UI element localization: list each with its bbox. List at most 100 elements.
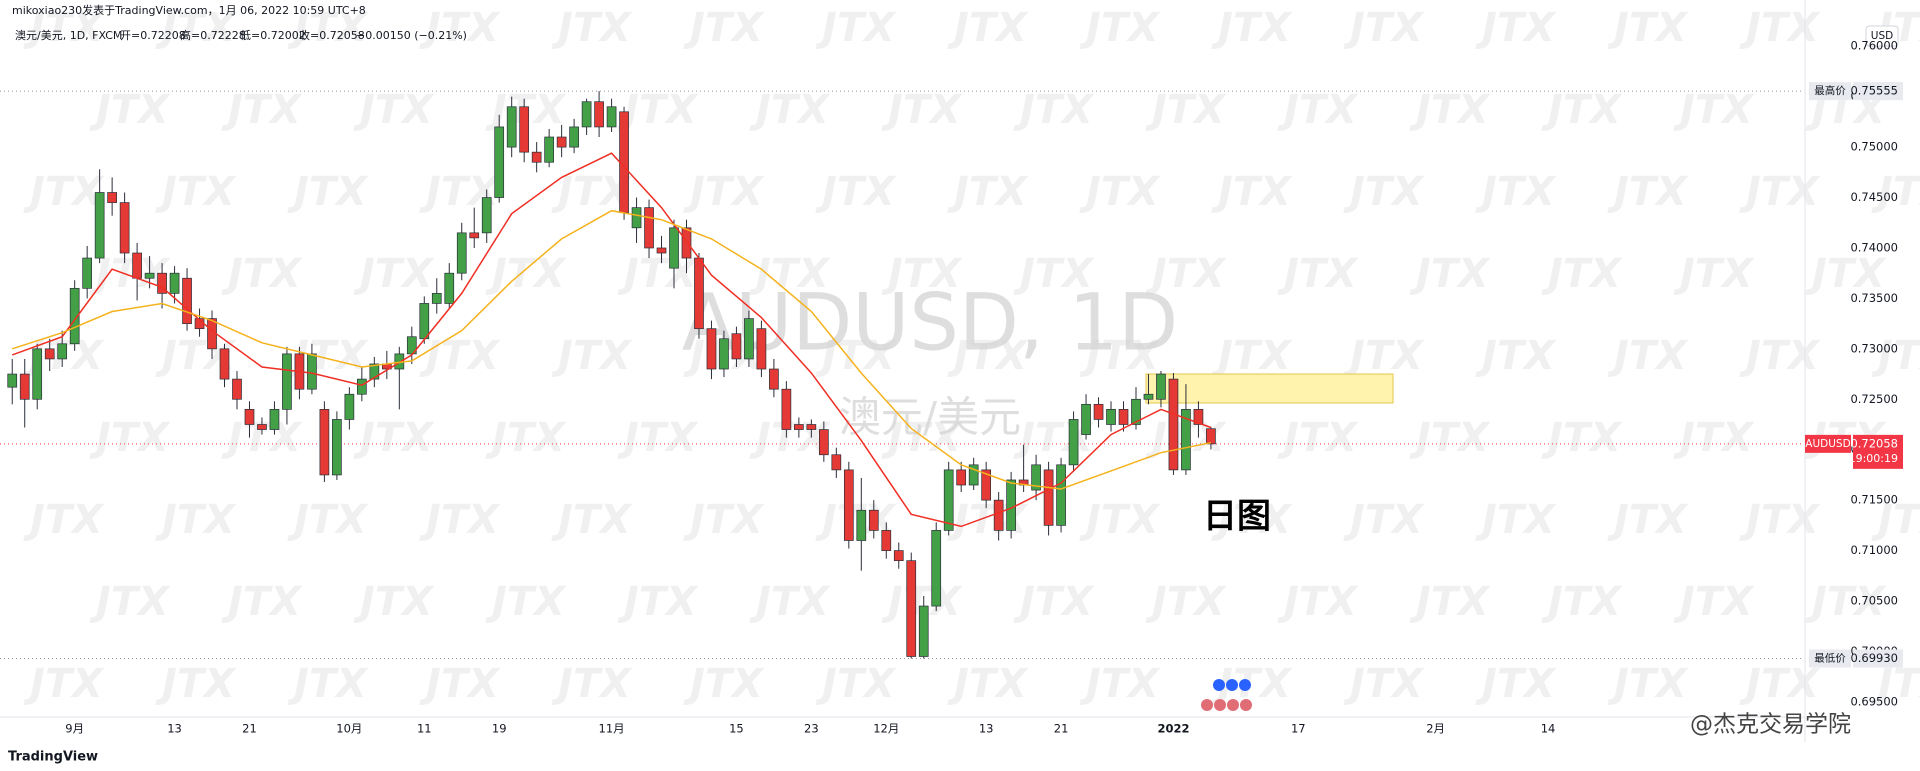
watermark-logo: JTX — [353, 579, 435, 625]
watermark-logo: JTX — [1475, 497, 1557, 543]
candle-body — [244, 409, 255, 425]
watermark-logo: JTX — [89, 579, 171, 625]
ohlc-low: 低=0.72002 — [240, 29, 306, 42]
watermark-logo: JTX — [815, 333, 897, 379]
watermark-logo: JTX — [1607, 497, 1689, 543]
candle-body — [681, 227, 692, 259]
watermark-logo: JTX — [287, 169, 369, 215]
watermark-logo: JTX — [155, 661, 237, 707]
candle-body — [469, 232, 480, 239]
candle-body — [169, 272, 180, 294]
candle-body — [694, 257, 704, 330]
y-tick-label: 0.76000 — [1850, 39, 1898, 53]
watermark-logo: JTX — [551, 497, 633, 543]
candle-body — [506, 106, 517, 148]
watermark-logo: JTX — [683, 661, 765, 707]
author-watermark: @杰克交易学院 — [1690, 712, 1851, 738]
candle-body — [1031, 464, 1041, 491]
last-symbol-box — [1805, 434, 1851, 453]
watermark-logo: JTX — [683, 169, 765, 215]
candle-body — [731, 333, 742, 360]
candle-body — [1043, 469, 1054, 526]
watermark-logo: JTX — [221, 87, 303, 133]
watermark-logo: JTX — [1079, 661, 1161, 707]
candle-body — [606, 106, 617, 128]
watermark-logo: JTX — [221, 251, 303, 297]
candle-body — [943, 469, 954, 531]
brand: TradingView — [8, 750, 98, 765]
x-tick-label: 2月 — [1426, 722, 1445, 736]
high-label: 最高价 — [1814, 84, 1846, 97]
watermark-logo: JTX — [1607, 5, 1689, 51]
event-icon — [1213, 679, 1225, 691]
watermark-logo: JTX — [287, 5, 369, 51]
y-tick-label: 0.69500 — [1850, 694, 1898, 708]
candle-body — [806, 424, 817, 430]
candle-body — [569, 126, 579, 148]
watermark-logo: JTX — [287, 497, 369, 543]
candle-body — [132, 252, 142, 279]
watermark-logo: JTX — [1343, 169, 1425, 215]
watermark-logo: JTX — [1409, 415, 1491, 461]
candle-body — [644, 207, 654, 249]
watermark-logo: JTX — [881, 87, 963, 133]
watermark-logo: JTX — [1343, 333, 1425, 379]
watermark-logo: JTX — [89, 415, 171, 461]
watermark-logo: JTX — [1871, 497, 1920, 543]
watermark-logo: JTX — [89, 87, 171, 133]
candle-body — [856, 509, 867, 541]
watermark-logo: JTX — [1277, 87, 1359, 133]
watermark-logo: JTX — [815, 169, 897, 215]
candle-body — [544, 136, 554, 163]
watermark-logo: JTX — [1475, 333, 1557, 379]
candle-body — [1193, 409, 1204, 425]
x-tick-label: 21 — [1054, 722, 1069, 736]
watermark-logo: JTX — [1673, 579, 1755, 625]
watermark-logo: JTX — [1673, 87, 1755, 133]
candle-body — [456, 232, 467, 274]
candle-body — [232, 378, 242, 400]
watermark-logo: JTX — [749, 251, 831, 297]
candle-body — [157, 272, 167, 294]
watermark-logo: JTX — [1145, 251, 1227, 297]
candle-body — [144, 272, 155, 279]
watermark-logo: JTX — [683, 5, 765, 51]
watermark-logo: JTX — [1739, 661, 1821, 707]
candle-body — [906, 560, 917, 657]
candle-body — [1056, 464, 1066, 526]
watermark-logo: JTX — [947, 497, 1029, 543]
candle-body — [881, 530, 892, 551]
watermark-logo: JTX — [1409, 251, 1491, 297]
y-tick-label: 0.70500 — [1850, 594, 1898, 608]
currency: USD — [1871, 30, 1893, 42]
candle-body — [993, 499, 1004, 531]
candle-body — [44, 348, 55, 360]
watermark-logo: JTX — [1475, 5, 1557, 51]
watermark-logo: JTX — [1673, 251, 1755, 297]
zone-box — [1145, 373, 1394, 404]
candle-body — [307, 353, 317, 390]
candle-body — [119, 202, 130, 254]
y-tick-label: 0.75000 — [1850, 140, 1898, 154]
watermark-logo: JTX — [617, 251, 699, 297]
watermark-logo: JTX — [1739, 5, 1821, 51]
candle-body — [719, 338, 729, 370]
candle-body — [82, 257, 93, 289]
watermark-logo: JTX — [947, 661, 1029, 707]
watermark-logo: JTX — [1013, 87, 1095, 133]
average-line — [11, 152, 1212, 528]
watermark-logo: JTX — [947, 169, 1029, 215]
watermark-logo: JTX — [1739, 169, 1821, 215]
x-tick-label: 21 — [242, 722, 257, 736]
candle-body — [843, 469, 854, 541]
watermark-logo: JTX — [1607, 333, 1689, 379]
high-value-box — [1853, 82, 1903, 101]
candle-body — [419, 303, 430, 340]
candle-body — [918, 605, 929, 657]
candle-body — [631, 207, 642, 229]
annotation: 日图 — [1203, 497, 1271, 537]
y-tick-label: 0.71500 — [1850, 493, 1898, 507]
watermark-logo: JTX — [155, 497, 237, 543]
